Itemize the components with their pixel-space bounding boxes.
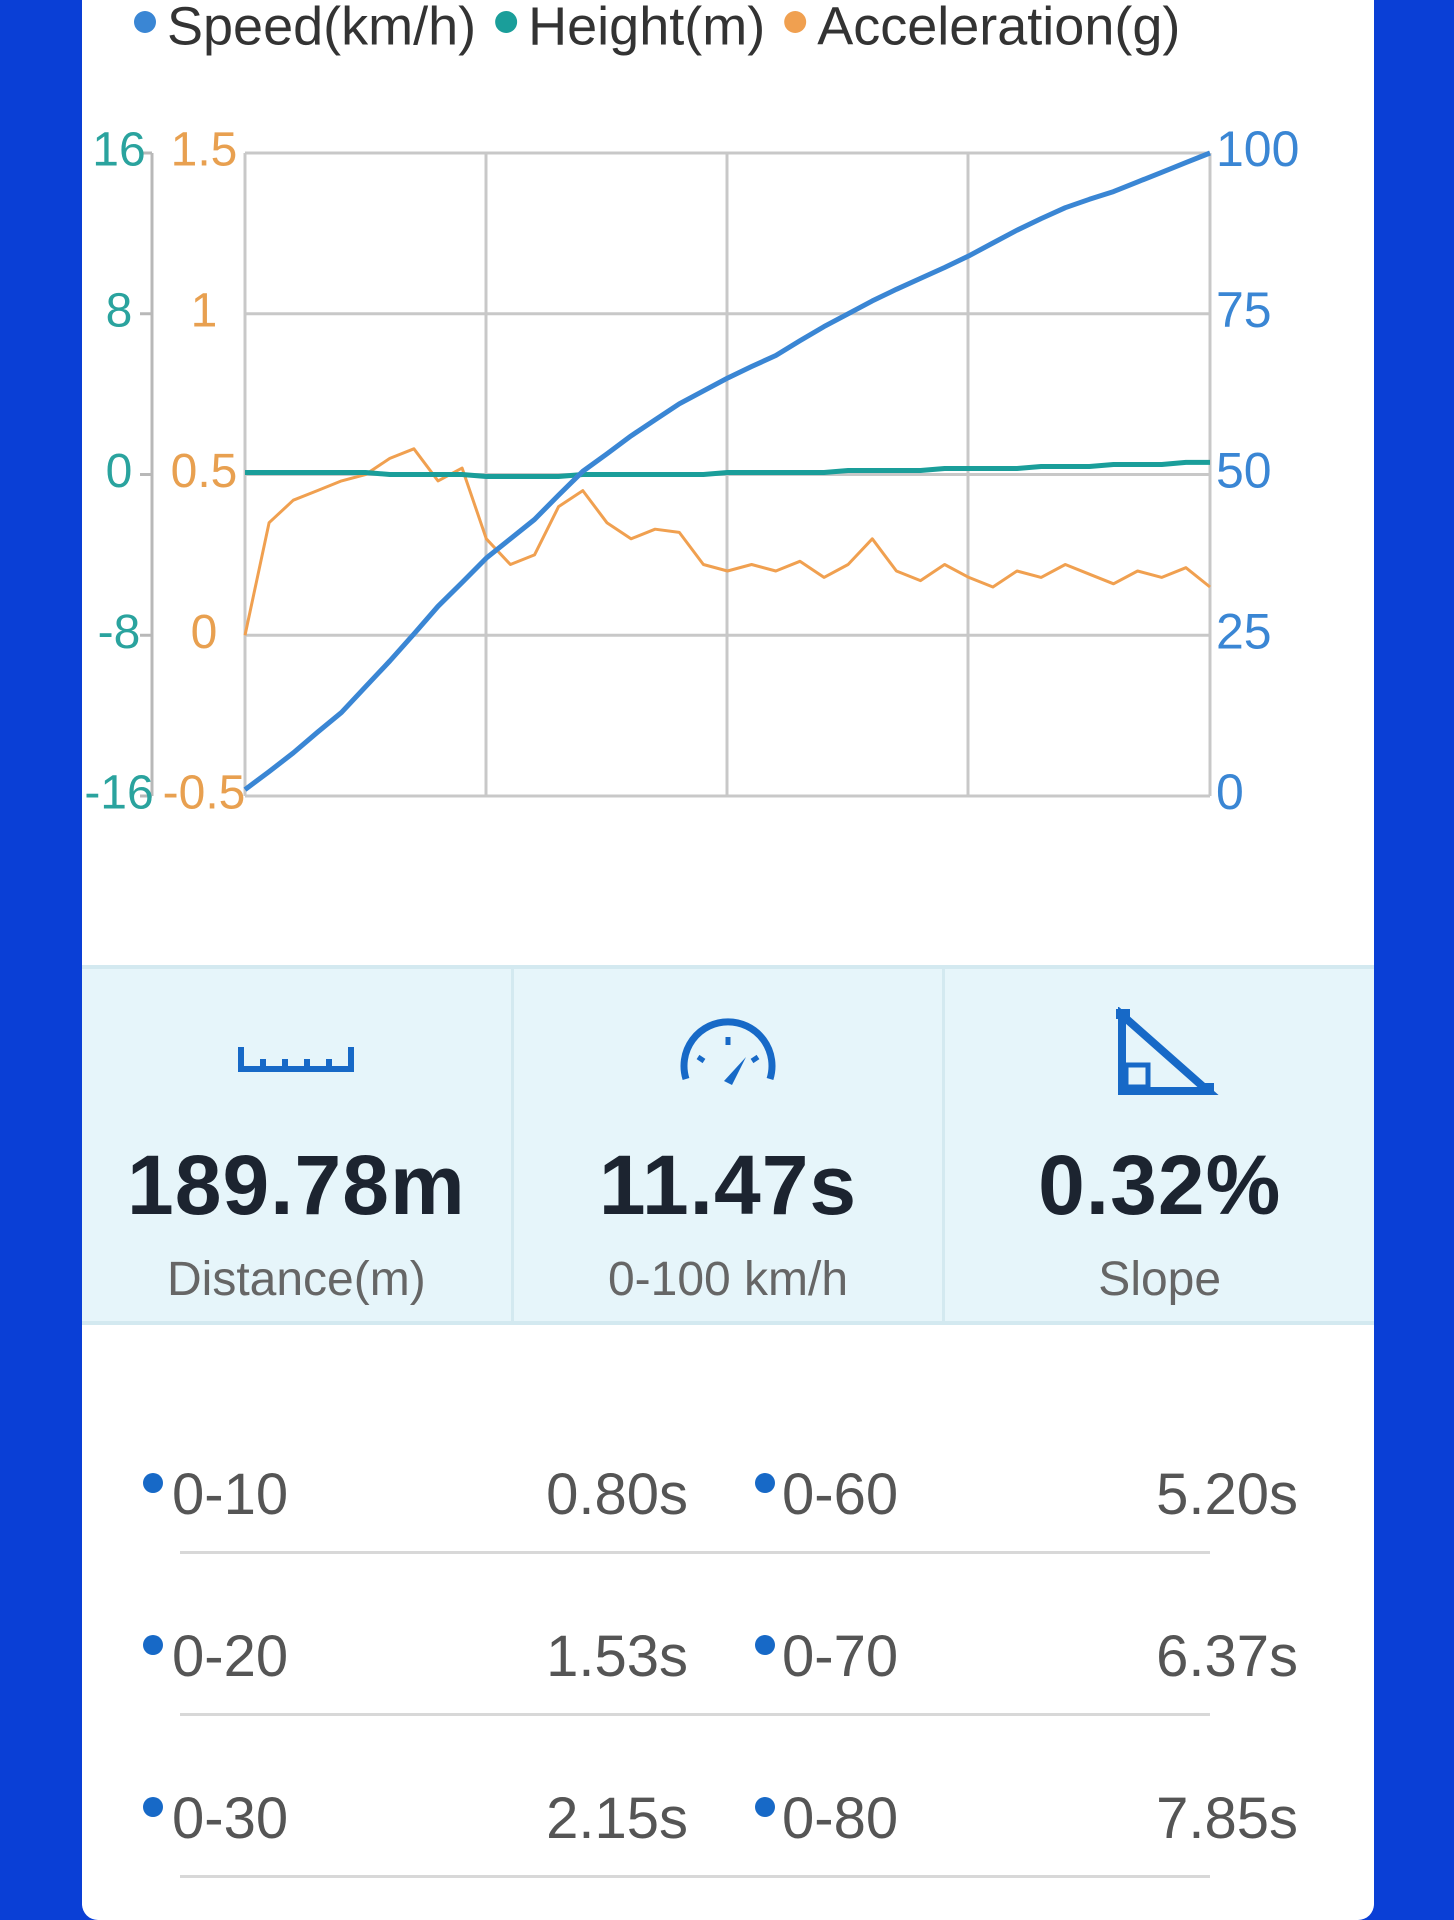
y3-tick-label: 0 [191, 606, 218, 659]
range-label: 0-10 [172, 1462, 289, 1527]
y2-tick-label: 0 [1216, 764, 1244, 820]
y3-tick-label: -0.5 [163, 767, 246, 820]
bullet [143, 1797, 163, 1817]
stat-value: 0.32% [1038, 1138, 1282, 1232]
stat-label: 0-100 km/h [607, 1253, 849, 1306]
y-tick-label: 0 [106, 445, 133, 498]
time-value: 5.20s [1156, 1462, 1298, 1527]
y-tick-label: -16 [84, 767, 153, 820]
range-label: 0-70 [782, 1624, 899, 1689]
stat-label: Slope [1098, 1253, 1222, 1306]
stat-cell: 189.78m Distance(m) [82, 969, 514, 1321]
table-row: 0-10 0-60 0.80s 5.20s [82, 1455, 1374, 1555]
range-label: 0-20 [172, 1624, 289, 1689]
stat-value: 189.78m [127, 1138, 466, 1232]
y2-tick-label: 100 [1216, 121, 1299, 177]
stats-panel: 189.78m Distance(m) 11.47s 0-100 km/h 0.… [82, 965, 1374, 1325]
legend-dot [495, 11, 518, 33]
legend-label: Speed(km/h) [167, 0, 476, 56]
y3-tick-label: 0.5 [171, 445, 238, 498]
gauge-icon [680, 1018, 776, 1085]
legend-dot [134, 11, 156, 33]
bullet [143, 1473, 163, 1493]
y2-tick-label: 75 [1216, 282, 1272, 338]
time-value: 0.80s [546, 1462, 688, 1527]
y-tick-label: -8 [98, 606, 141, 659]
stat-cell: 11.47s 0-100 km/h [514, 969, 946, 1321]
legend-label: Acceleration(g) [817, 0, 1180, 56]
time-value: 1.53s [546, 1624, 688, 1689]
range-label: 0-30 [172, 1786, 289, 1851]
bullet [755, 1635, 775, 1655]
ruler-icon [238, 1047, 355, 1072]
series-line [243, 447, 1211, 636]
bullet [755, 1473, 775, 1493]
y3-tick-label: 1.5 [171, 124, 238, 177]
row-divider [180, 1875, 1210, 1878]
series-line [245, 459, 1210, 479]
table-row: 0-30 0-80 2.15s 7.85s [82, 1779, 1374, 1879]
series-line [243, 150, 1211, 792]
bullet [143, 1635, 163, 1655]
row-divider [180, 1551, 1210, 1554]
stat-value: 11.47s [598, 1138, 858, 1232]
bullet [755, 1797, 775, 1817]
slope-icon [1115, 1007, 1219, 1095]
chart: 100 75 50 25 0 16 8 0 -8 -16 1.5 1 0.5 0 -0.5 Speed(km/… [84, 0, 1299, 820]
stat-cell: 0.32% Slope [945, 969, 1374, 1321]
y-tick-label: 8 [106, 284, 133, 337]
y2-tick-label: 50 [1216, 443, 1272, 499]
legend-label: Height(m) [528, 0, 765, 56]
time-value: 2.15s [546, 1786, 688, 1851]
row-divider [180, 1713, 1210, 1716]
table-row: 0-20 0-70 1.53s 6.37s [82, 1617, 1374, 1717]
y3-tick-label: 1 [191, 284, 218, 337]
time-value: 6.37s [1156, 1624, 1298, 1689]
y2-tick-label: 25 [1216, 603, 1272, 659]
stat-label: Distance(m) [166, 1253, 426, 1306]
y-tick-label: 16 [92, 124, 145, 177]
time-value: 7.85s [1156, 1786, 1298, 1851]
legend-dot [784, 11, 807, 33]
range-label: 0-60 [782, 1462, 899, 1527]
range-label: 0-80 [782, 1786, 899, 1851]
